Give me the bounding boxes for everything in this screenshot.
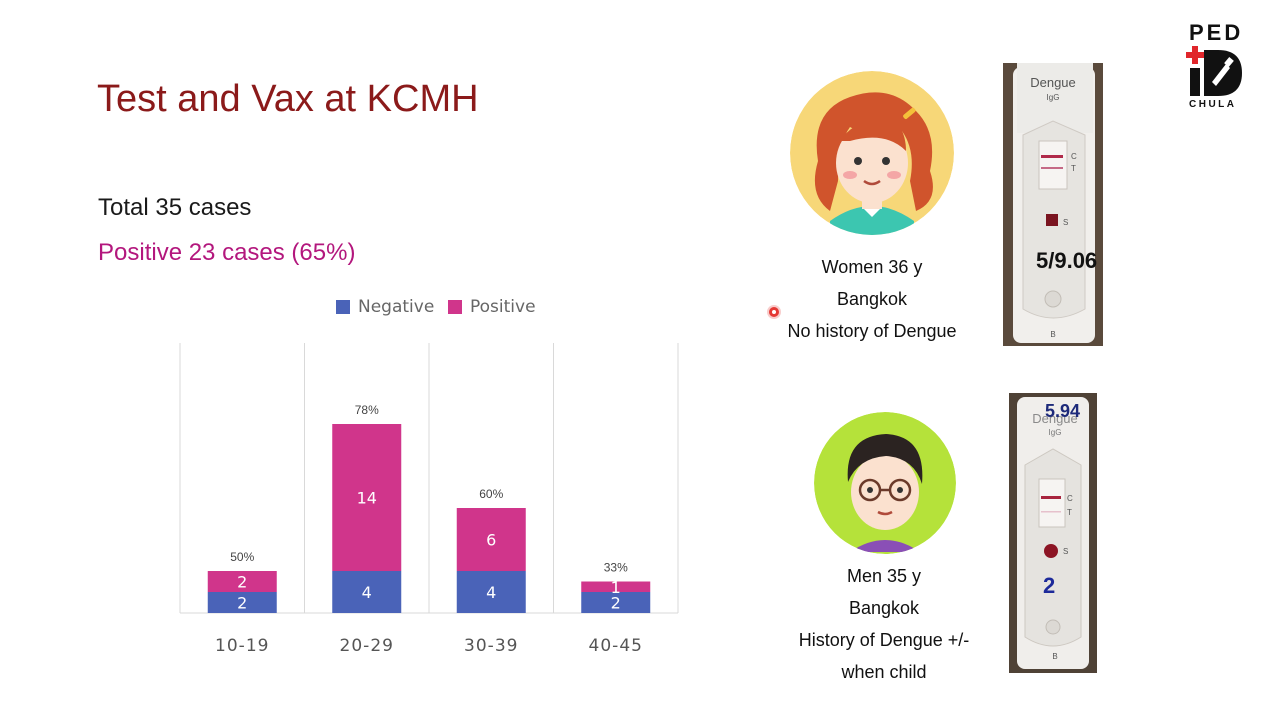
- bar-value-label: 4: [486, 583, 496, 602]
- laser-pointer-dot: [769, 307, 779, 317]
- x-tick-label: 20-29: [340, 636, 394, 656]
- strip1-sub: IgG: [1047, 93, 1060, 102]
- strip1-b: B: [1050, 330, 1055, 339]
- strip2-handwriting-mid: 2: [1043, 573, 1055, 598]
- bar-percent-label: 60%: [479, 487, 503, 501]
- test-strip-1: Dengue IgG C T S 5/9.06 B: [1003, 63, 1103, 346]
- strip2-handwriting-top: 5.94: [1045, 401, 1080, 421]
- bar-value-label: 6: [486, 531, 496, 550]
- bar-percent-label: 33%: [604, 561, 628, 575]
- strip1-t: T: [1071, 164, 1076, 173]
- slide-title: Test and Vax at KCMH: [97, 78, 479, 120]
- case2-line1: Men 35 y: [846, 566, 922, 586]
- chart-x-ticks: 10-19 20-29 30-39 40-45: [215, 636, 643, 656]
- strip2-sub: IgG: [1049, 428, 1062, 437]
- logo-text-chula: CHULA: [1189, 99, 1237, 110]
- strip2-brand: Dengue: [1032, 411, 1078, 426]
- bar-value-label: 2: [237, 573, 247, 592]
- strip1-handwriting: 5/9.06: [1036, 248, 1097, 273]
- bar-negative-40-45: [581, 592, 651, 613]
- case2-line4: when child: [841, 662, 927, 682]
- case1-line2: Bangkok: [836, 289, 908, 309]
- x-tick-label: 30-39: [464, 636, 518, 656]
- legend-label-positive: Positive: [470, 297, 536, 317]
- x-tick-label: 10-19: [215, 636, 269, 656]
- bar-percent-label: 50%: [230, 550, 254, 564]
- strip2-s: S: [1063, 547, 1068, 556]
- strip1-s: S: [1063, 218, 1068, 227]
- strip1-brand: Dengue: [1030, 75, 1076, 90]
- strip2-b: B: [1052, 652, 1057, 661]
- strip1-c: C: [1071, 152, 1077, 161]
- case2-line2: Bangkok: [848, 598, 920, 618]
- bar-negative-30-39: [456, 571, 526, 613]
- woman-avatar: [790, 71, 954, 235]
- bar-positive-30-39: [456, 508, 526, 571]
- bar-positive-10-19: [207, 571, 277, 592]
- case1-line3: No history of Dengue: [787, 321, 957, 341]
- ped-id-logo-icon: [1186, 46, 1248, 98]
- case2-caption: Men 35 y Bangkok History of Dengue +/- w…: [784, 560, 984, 688]
- chart-bars: [207, 424, 651, 613]
- chart-legend: Negative Positive: [336, 297, 536, 317]
- case1-line1: Women 36 y: [821, 257, 923, 277]
- man-avatar: [814, 412, 956, 554]
- positive-cases-text: Positive 23 cases (65%): [98, 239, 356, 266]
- bar-value-label: 4: [362, 583, 372, 602]
- bar-positive-40-45: [581, 581, 651, 592]
- bar-percent-label: 78%: [355, 403, 379, 417]
- bar-negative-20-29: [332, 571, 402, 613]
- bar-value-label: 14: [357, 489, 377, 508]
- bar-negative-10-19: [207, 592, 277, 613]
- legend-label-negative: Negative: [358, 297, 434, 317]
- strip2-c: C: [1067, 494, 1073, 503]
- strip2-t: T: [1067, 508, 1072, 517]
- legend-swatch-negative: [336, 300, 350, 314]
- x-tick-label: 40-45: [589, 636, 643, 656]
- legend-swatch-positive: [448, 300, 462, 314]
- total-cases-text: Total 35 cases: [98, 194, 252, 221]
- test-strip-2: Dengue IgG 5.94 C T S 2 B: [1009, 393, 1097, 673]
- chart-top-labels: 50% 78% 60% 33%: [230, 403, 628, 575]
- case1-caption: Women 36 y Bangkok No history of Dengue: [772, 251, 972, 347]
- bar-value-label: 2: [237, 594, 247, 613]
- bar-value-label: 2: [611, 594, 621, 613]
- logo-text-ped: PED: [1189, 20, 1244, 45]
- bar-positive-20-29: [332, 424, 402, 571]
- case2-line3: History of Dengue +/-: [798, 630, 970, 650]
- bar-value-label: 1: [611, 578, 621, 597]
